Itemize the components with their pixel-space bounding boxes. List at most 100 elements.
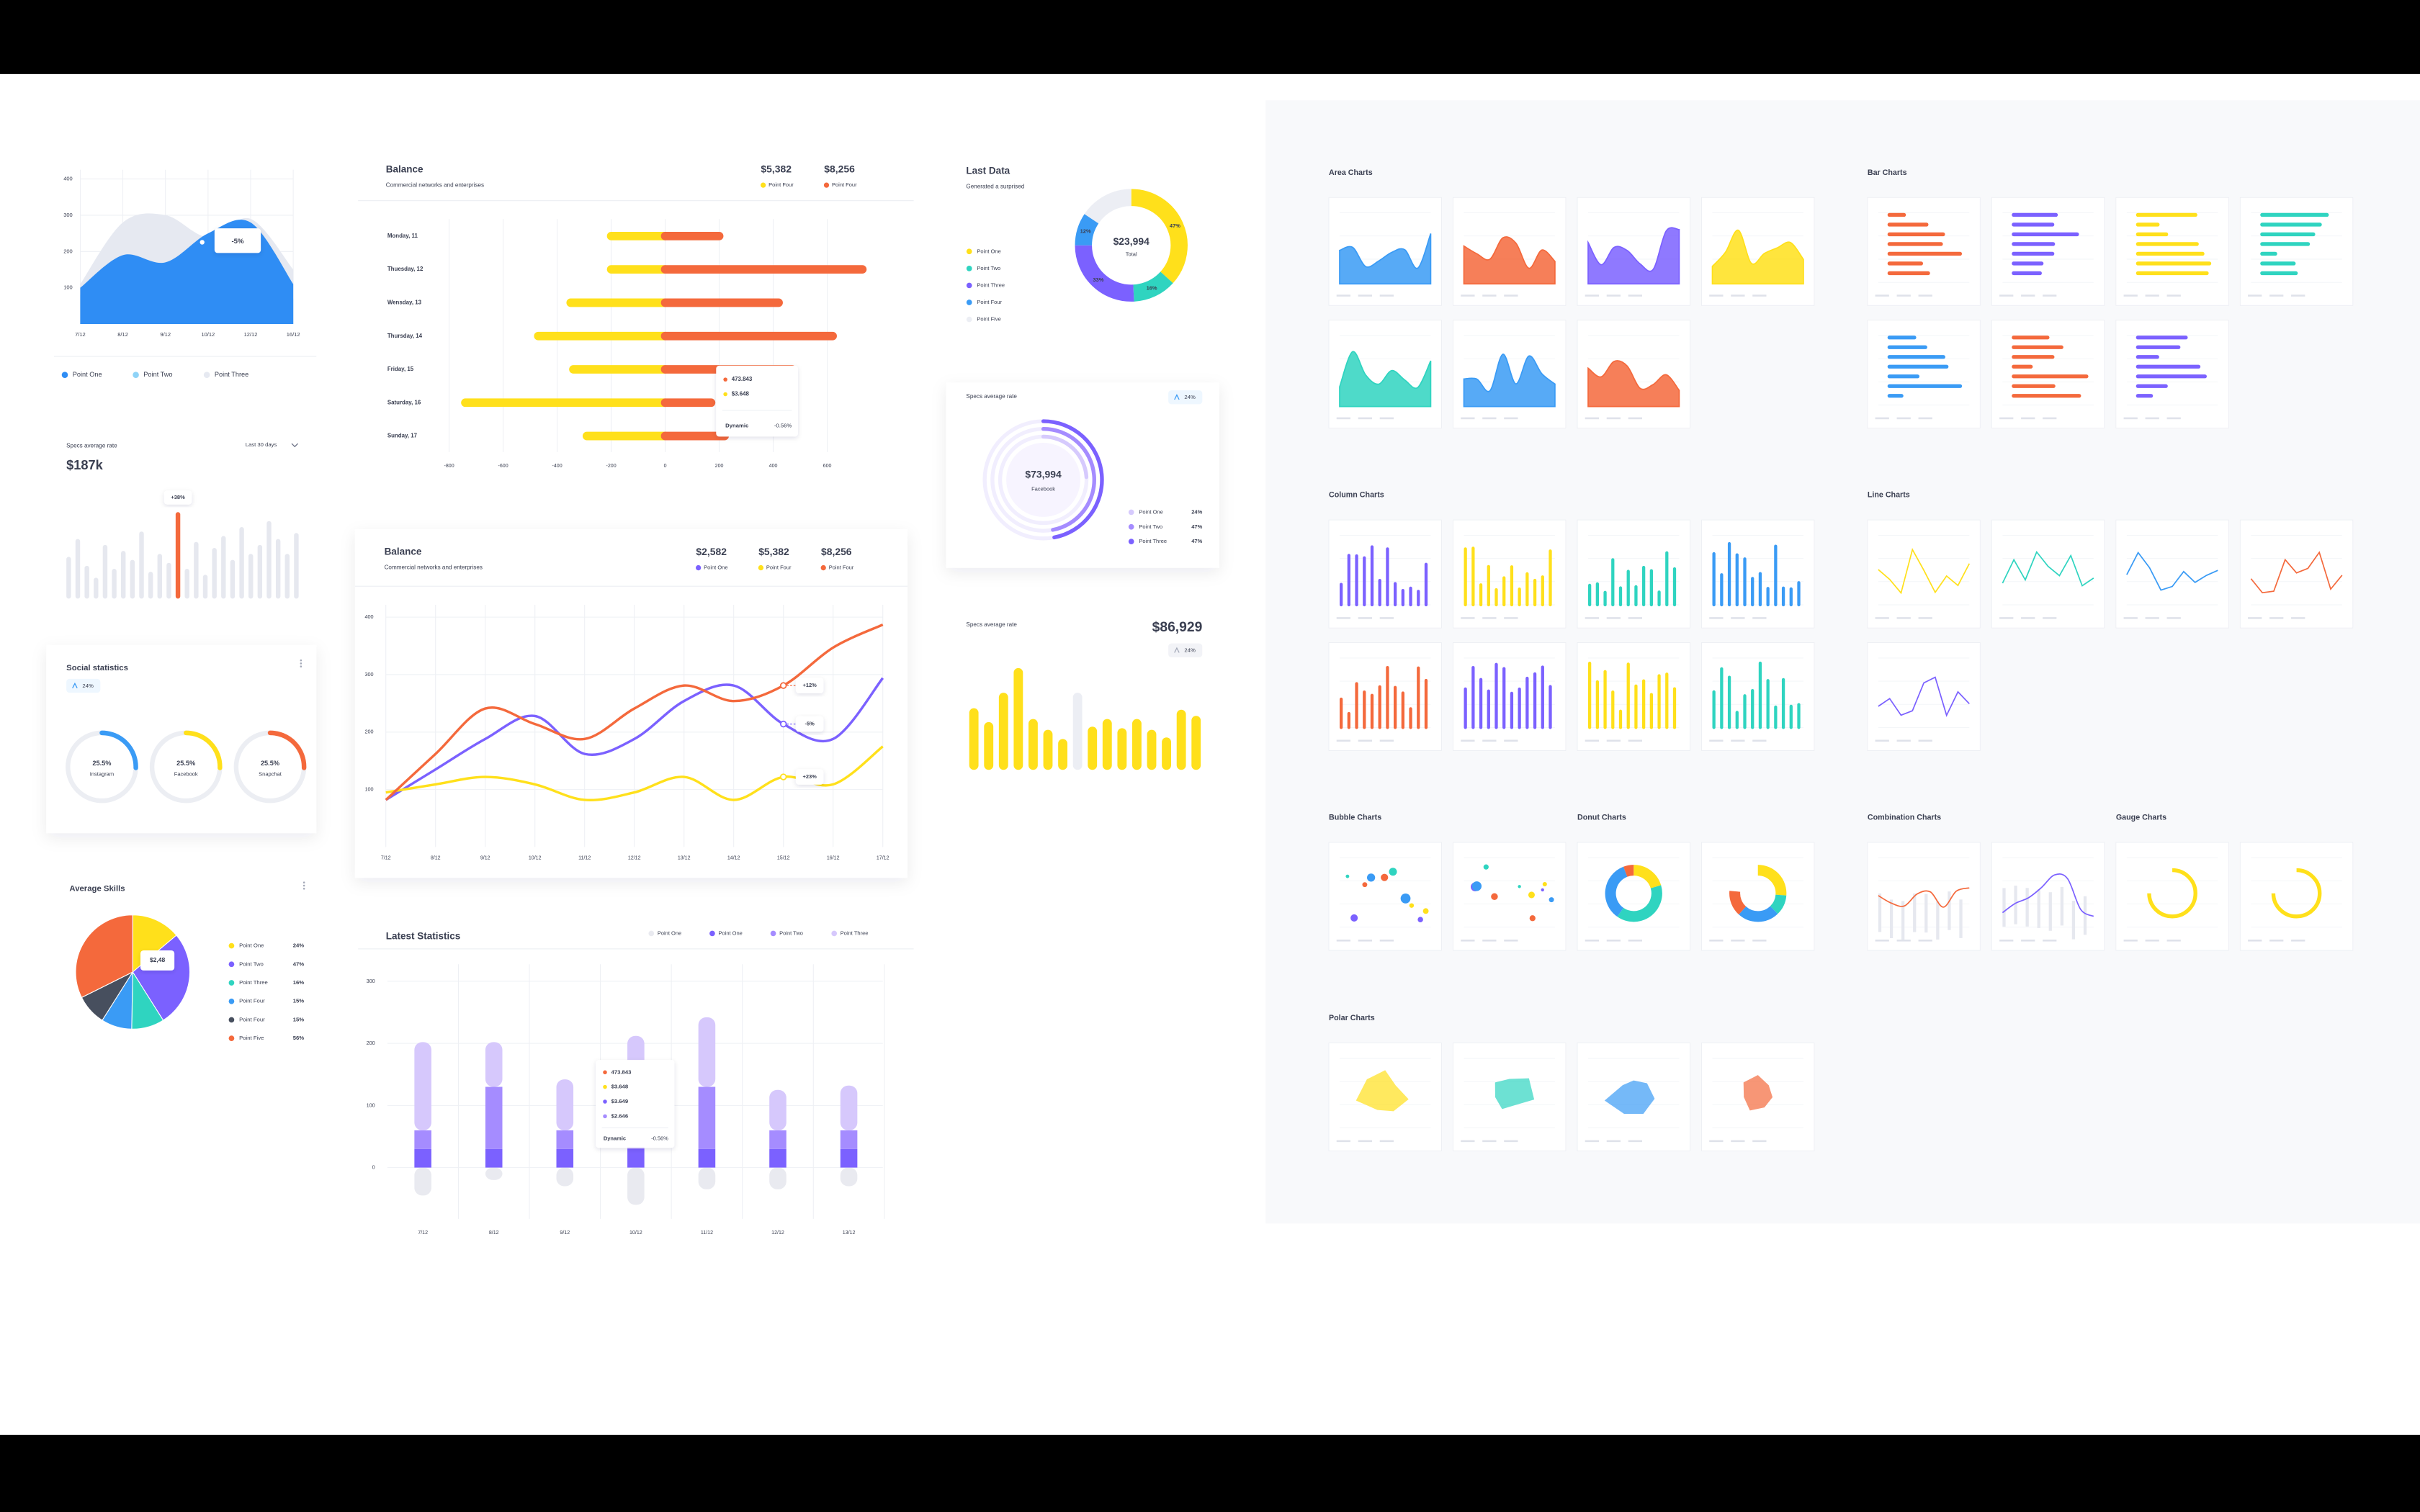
legend-dot [709,930,715,937]
thumbnail-card[interactable] [1867,320,1981,429]
thumbnail-card[interactable] [1328,842,1442,951]
thumbnail-shape [1918,940,1932,942]
legend-label: Point Three [239,979,268,986]
thumbnail-card[interactable] [1867,842,1981,951]
thumbnail-shape [1378,578,1381,607]
thumbnail-shape [1461,739,1475,742]
thumbnail-card[interactable] [1991,519,2105,629]
x-tick-label: 16/12 [827,855,840,860]
ring-core [1006,443,1080,517]
bar [148,572,153,599]
tooltip-dot [723,377,727,382]
thumbnail-shape [1340,582,1343,607]
thumbnail-shape [2012,232,2079,237]
y-tick-label: 100 [364,786,373,793]
menu-dot[interactable] [302,884,305,887]
thumbnail-shape [1605,866,1628,917]
legend-dot [228,998,235,1004]
thumbnail-card[interactable] [1577,519,1690,629]
thumbnail-card[interactable] [2115,842,2229,951]
thumbnail-shape [1878,548,1971,595]
thumbnail-shape [1887,271,1930,276]
thumbnail-card[interactable] [1991,842,2105,951]
thumbnail-shape [1633,865,1662,889]
thumbnail-card[interactable] [1867,197,1981,306]
thumbnail-card[interactable] [1701,519,1815,629]
thumbnail-card[interactable] [1453,842,1567,951]
thumbnail-shape [1657,674,1661,729]
menu-dot[interactable] [302,888,305,890]
thumbnail-shape [2248,617,2262,619]
thumbnail-shape [1743,694,1747,729]
thumbnail-shape [1918,294,1932,297]
tooltip-box [214,228,261,253]
thumbnail-card[interactable] [2239,842,2354,951]
thumbnail-card[interactable] [1577,842,1690,951]
thumbnail-shape [1999,294,2014,297]
x-tick-label: 12/12 [771,1230,784,1236]
y-tick-label: 200 [63,248,73,254]
thumbnail-shape [1665,672,1669,729]
thumbnail-shape [1378,685,1381,729]
tooltip-dot [723,392,727,397]
thumbnail-shape [1752,294,1767,297]
legend-label: Point Four [766,564,792,571]
thumbnail-shape [1491,893,1498,901]
tooltip-dot [603,1114,607,1119]
thumbnail-card[interactable] [2239,519,2354,629]
menu-dot[interactable] [300,662,302,665]
section-title: Bar Charts [1868,168,1907,177]
thumbnail-shape [2123,940,2138,942]
thumbnail-shape [1889,899,1894,939]
menu-dot[interactable] [300,659,302,662]
thumbnail-shape [1781,678,1785,729]
thumbnail-shape [1394,685,1397,729]
menu-dot[interactable] [300,665,302,667]
thumbnail-card[interactable] [2115,519,2229,629]
bar [1191,716,1201,770]
tooltip-dot [603,1084,607,1089]
thumbnail-shape [1379,294,1394,297]
ring-arc [267,730,307,770]
chevron[interactable] [291,443,299,448]
bar [248,554,254,599]
bar [84,565,89,599]
thumbnail-card[interactable] [1991,320,2105,429]
bar [1043,729,1053,770]
thumbnail-card[interactable] [1328,320,1442,429]
thumbnail-card[interactable] [1701,642,1815,751]
thumbnail-shape [2021,940,2035,942]
thumbnail-shape [1461,417,1475,420]
x-tick-label: 12/12 [244,331,258,338]
thumbnail-card[interactable] [1328,642,1442,751]
thumbnail-shape [1959,899,1963,938]
bar [230,559,236,599]
badge [1168,390,1203,405]
donut-segment [1075,214,1099,246]
thumbnail-shape [2260,242,2311,246]
column-segment [698,1148,716,1168]
thumbnail-card[interactable] [1577,320,1690,429]
thumbnail-shape [1887,384,1963,388]
column-segment [769,1130,786,1149]
x-tick-label: 12/12 [628,855,641,860]
thumbnail-card[interactable] [1867,642,1981,751]
thumbnail-shape [1504,1140,1518,1143]
thumbnail-shape [1379,617,1394,619]
bar [1072,693,1083,770]
bar [166,562,171,599]
thumbnail-shape [1409,707,1412,729]
thumbnail-card[interactable] [1867,519,1981,629]
x-tick-label: 9/12 [160,331,171,338]
menu-dot[interactable] [302,881,305,884]
thumbnail-shape [1336,294,1350,297]
tooltip-dot [603,1099,607,1104]
legend-label: Point Three [977,282,1005,288]
thumbnail-shape [1417,590,1420,607]
row-label: Saturday, 16 [387,399,421,405]
thumbnail-shape [2260,261,2296,266]
thumbnail-shape [1781,586,1785,607]
thumbnail-shape [1731,1140,1745,1143]
thumbnail-card[interactable] [1701,842,1815,951]
thumbnail-shape [1711,229,1804,285]
